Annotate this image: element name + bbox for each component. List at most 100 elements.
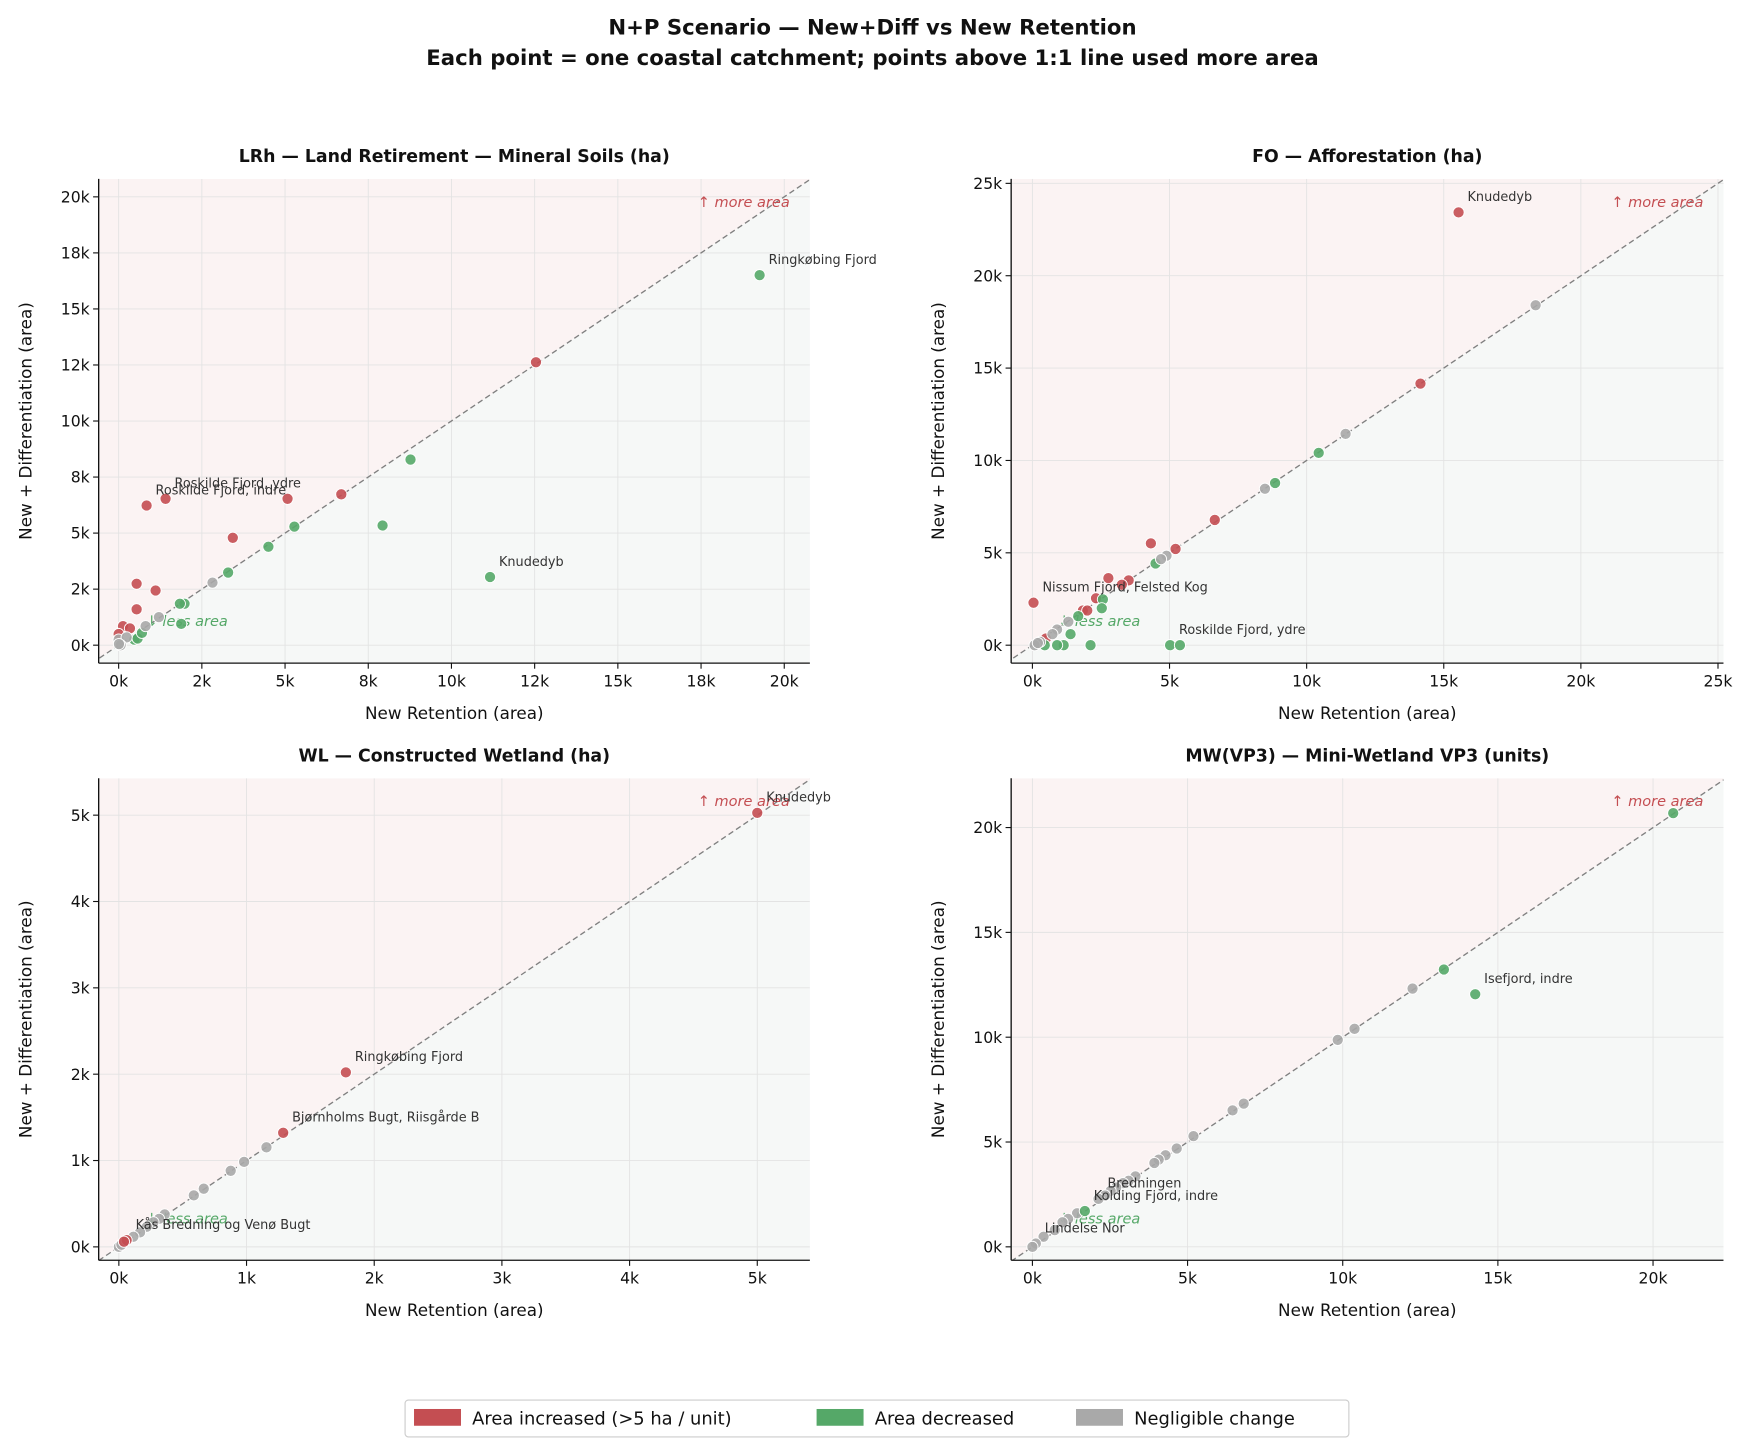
x-tick-label: 12k (520, 672, 550, 691)
legend-swatch (816, 1408, 864, 1426)
point (339, 1066, 352, 1079)
legend-label: Negligible change (1134, 1409, 1295, 1430)
point (262, 540, 275, 553)
point (1437, 963, 1450, 976)
y-tick-label: 10k (973, 1028, 1003, 1047)
x-tick-label: 10k (1292, 672, 1322, 691)
annotation: Roskilde Fjord, indre (156, 483, 287, 498)
y-tick-label: 20k (61, 187, 91, 206)
point (1095, 602, 1108, 615)
legend-label: Area decreased (875, 1409, 1015, 1430)
point (260, 1141, 273, 1154)
less-area-shade (1011, 179, 1724, 664)
y-axis-label: New + Differentiation (area) (16, 900, 36, 1138)
point (1170, 1142, 1183, 1155)
point (152, 611, 165, 624)
x-tick-label: 20k (1566, 672, 1596, 691)
x-tick-label: 3k (492, 1269, 512, 1288)
point (1452, 206, 1465, 219)
y-tick-label: 0k (71, 1237, 91, 1256)
point (753, 269, 766, 282)
point (1208, 513, 1221, 526)
y-tick-label: 5k (983, 1133, 1003, 1152)
point (1084, 639, 1097, 652)
legend-swatch (414, 1408, 461, 1426)
annotation: Lindelse Nor (1045, 1221, 1126, 1236)
point (376, 519, 389, 532)
y-tick-label: 2k (71, 580, 91, 599)
point (149, 584, 162, 597)
subplot-title: FO — Afforestation (ha) (1252, 147, 1482, 167)
annotation: Bjørnholms Bugt, Riisgårde B (292, 1111, 479, 1126)
x-tick-label: 8k (359, 672, 379, 691)
y-tick-label: 18k (61, 243, 91, 262)
upper-note: ↑ more area (1611, 195, 1703, 211)
x-tick-label: 15k (1429, 672, 1459, 691)
y-tick-label: 10k (973, 451, 1003, 470)
x-axis-label: New Retention (area) (1278, 1300, 1457, 1320)
point (1312, 446, 1325, 459)
point (1115, 578, 1128, 591)
upper-note: ↑ more area (698, 794, 790, 810)
point (1056, 1216, 1069, 1229)
point (159, 492, 172, 505)
y-tick-label: 5k (71, 806, 91, 825)
annotation: Roskilde Fjord, ydre (1179, 623, 1306, 638)
x-tick-label: 25k (1704, 672, 1734, 691)
x-tick-label: 5k (1160, 672, 1180, 691)
point (173, 597, 186, 610)
x-tick-label: 5k (276, 672, 296, 691)
point (1237, 1097, 1250, 1110)
point (175, 617, 188, 630)
point (112, 638, 126, 651)
y-tick-label: 0k (983, 1237, 1003, 1256)
y-tick-label: 25k (973, 174, 1003, 193)
y-tick-label: 15k (973, 359, 1003, 378)
point (238, 1155, 251, 1168)
y-axis-label: New + Differentiation (area) (16, 302, 36, 540)
point (130, 603, 143, 616)
y-tick-label: 10k (61, 412, 91, 431)
point (1414, 377, 1427, 390)
point (1154, 553, 1168, 566)
point (529, 356, 543, 369)
point (187, 1189, 200, 1202)
x-axis-label: New Retention (area) (365, 703, 544, 723)
y-tick-label: 4k (71, 892, 91, 911)
point (288, 520, 301, 533)
subplot-title: WL — Constructed Wetland (ha) (299, 747, 611, 767)
x-tick-label: 18k (687, 672, 717, 691)
x-tick-label: 4k (620, 1269, 640, 1288)
point (1173, 639, 1186, 652)
y-tick-label: 2k (71, 1065, 91, 1084)
x-tick-label: 15k (603, 672, 633, 691)
x-tick-label: 1k (237, 1269, 257, 1288)
point (1169, 542, 1182, 555)
y-axis-label: New + Differentiation (area) (928, 900, 948, 1138)
point (224, 1164, 237, 1177)
annotation: Roskilde Fjord, ydre (175, 477, 302, 492)
annotation: Ringkøbing Fjord (769, 253, 877, 268)
point (281, 492, 294, 505)
annotation: Bredningen (1107, 1177, 1181, 1192)
point (1046, 628, 1059, 641)
point (1072, 610, 1085, 623)
point (1078, 1204, 1091, 1218)
figure-subtitle: Each point = one coastal catchment; poin… (426, 46, 1318, 71)
point (751, 806, 764, 819)
point (1092, 1192, 1105, 1205)
point (139, 620, 152, 633)
x-tick-label: 5k (748, 1269, 768, 1288)
y-tick-label: 15k (973, 923, 1003, 942)
annotation: Knudedyb (1468, 190, 1533, 205)
annotation: Knudedyb (499, 555, 564, 570)
upper-note: ↑ more area (1611, 794, 1703, 810)
point (226, 531, 239, 544)
y-tick-label: 5k (71, 524, 91, 543)
annotation: Kås Bredning og Venø Bugt (136, 1218, 311, 1233)
point (1529, 299, 1542, 312)
point (484, 570, 497, 584)
annotation: Ringkøbing Fjord (355, 1050, 463, 1065)
x-axis-label: New Retention (area) (365, 1300, 544, 1320)
